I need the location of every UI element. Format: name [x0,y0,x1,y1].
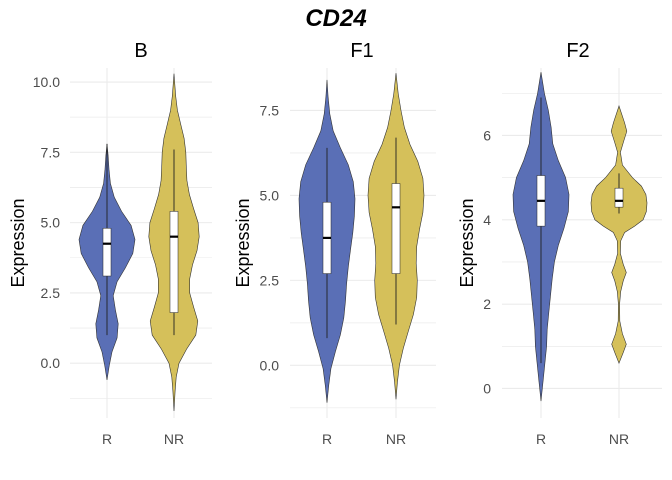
panel-b: 0.0 2.5 5.0 7.5 10.0 R NR B Expression [8,40,212,447]
panel-f1: 0.0 2.5 5.0 7.5 R NR F1 Expression [233,40,436,447]
x-tick-label: NR [386,431,406,447]
violin-nr [590,105,648,365]
y-tick-label: 4 [483,212,491,228]
x-tick-label: R [322,431,332,447]
box-r [102,227,112,277]
x-tick-label: R [102,431,112,447]
y-tick-label: 5.0 [41,215,61,231]
y-tick-label: 2 [483,296,491,312]
panel-f2: 0 2 4 6 R NR F2 Expression [457,40,662,447]
box-nr [391,183,401,274]
y-tick-label: 0.0 [41,355,61,371]
y-axis-title: Expression [233,198,253,287]
y-axis-title: Expression [457,198,477,287]
y-tick-label: 5.0 [260,187,280,203]
panel-title: B [134,40,147,62]
y-tick-label: 2.5 [260,272,280,288]
y-axis-title: Expression [8,198,28,287]
y-tick-label: 7.5 [41,144,61,160]
y-tick-label: 6 [483,127,491,143]
x-tick-label: NR [164,431,184,447]
x-tick-label: R [536,431,546,447]
main-title: CD24 [305,5,366,32]
panel-title: F1 [350,40,373,62]
y-tick-label: 2.5 [41,285,61,301]
panel-title: F2 [566,40,589,62]
box-nr [169,211,179,313]
box-nr [614,187,624,208]
x-tick-label: NR [609,431,629,447]
y-tick-label: 10.0 [33,74,60,90]
y-tick-label: 0.0 [260,357,280,373]
y-tick-label: 0 [483,380,491,396]
y-tick-label: 7.5 [260,102,280,118]
